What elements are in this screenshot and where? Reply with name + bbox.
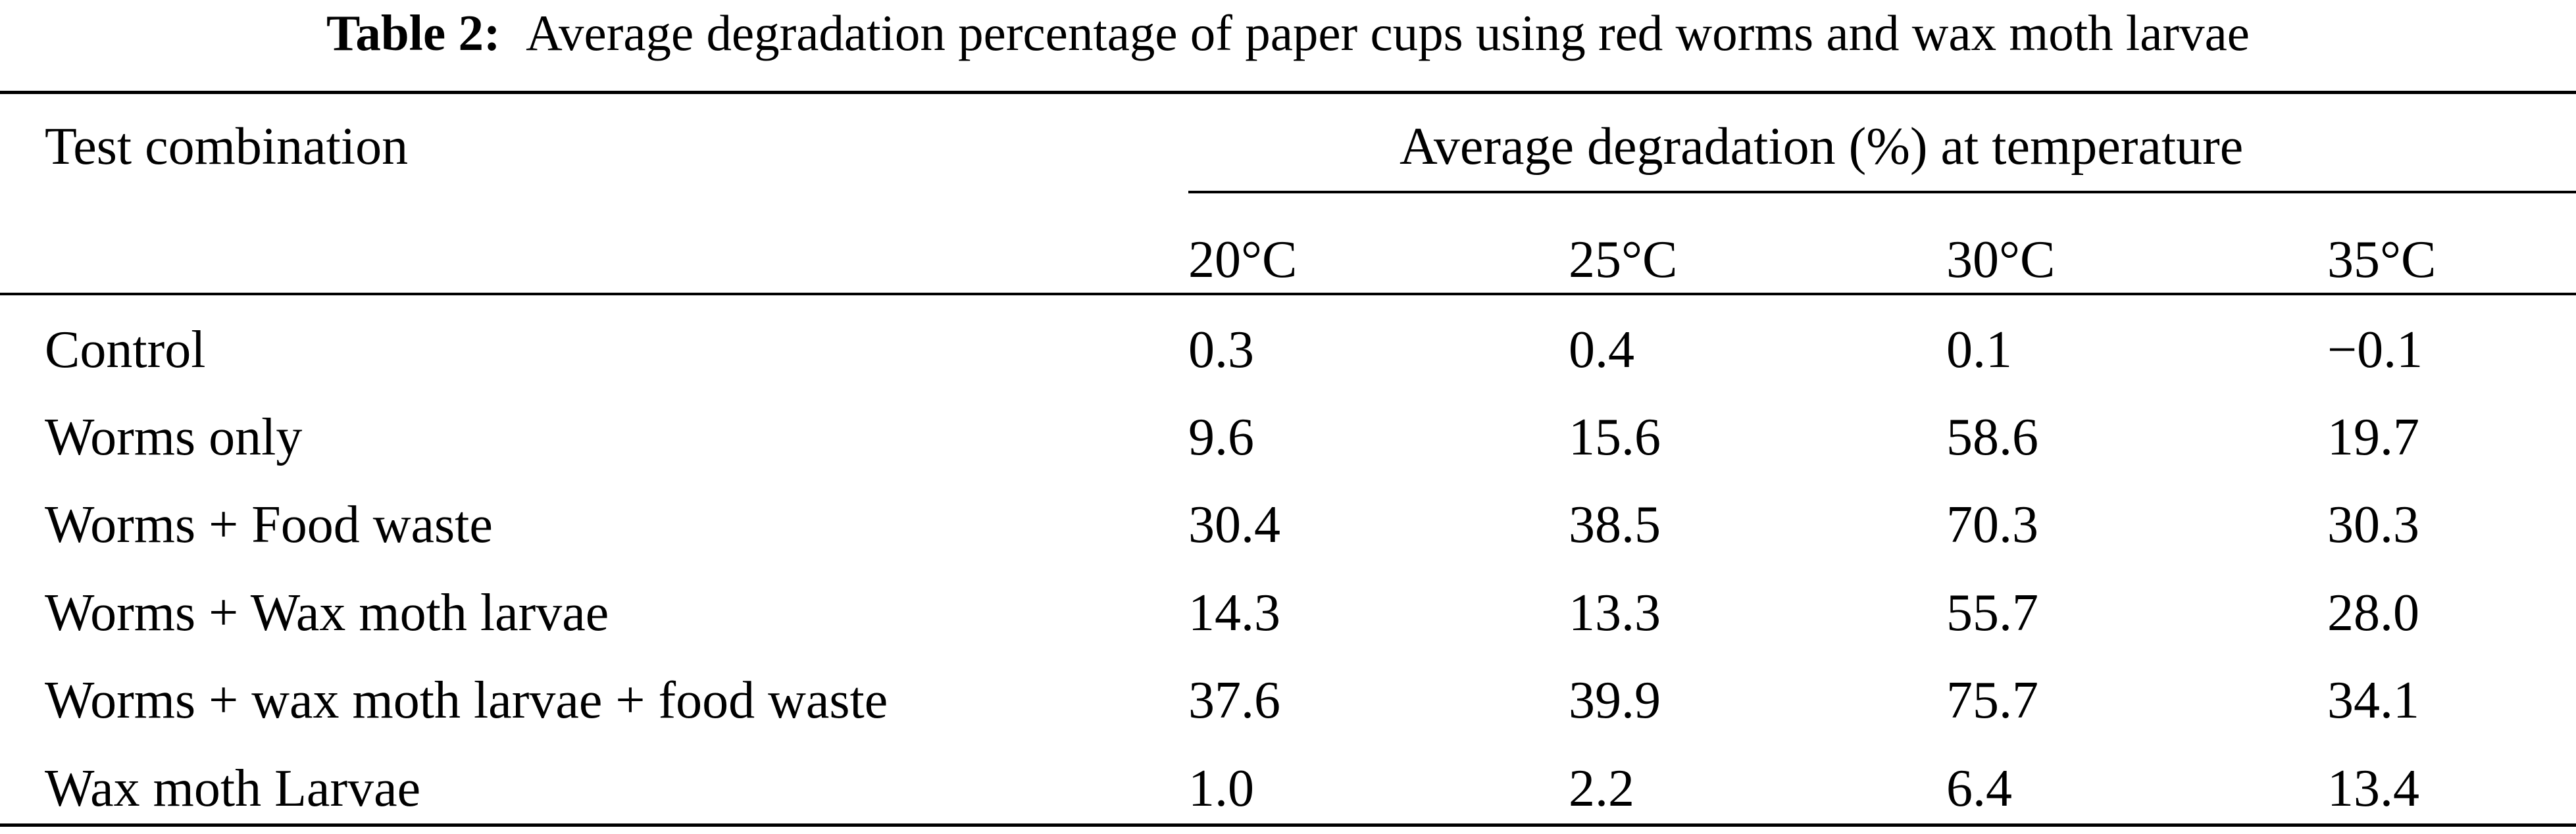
row-label-control: Control xyxy=(45,321,206,379)
table-cell: 13.3 xyxy=(1569,584,1661,642)
table-cell: 1.0 xyxy=(1188,760,1254,818)
table-cell: 0.4 xyxy=(1569,321,1634,379)
table-cell: 37.6 xyxy=(1188,672,1280,729)
table-cell: 30.4 xyxy=(1188,496,1280,554)
table-cell: 9.6 xyxy=(1188,408,1254,466)
table-caption-label: Table 2: xyxy=(326,5,501,61)
table-cell: 19.7 xyxy=(2327,408,2419,466)
header-temp-20: 20°C xyxy=(1188,231,1298,289)
row-label-worms-food-waste: Worms + Food waste xyxy=(45,496,493,554)
table-cell: 6.4 xyxy=(1946,760,2012,818)
row-label-worms-wax-moth: Worms + Wax moth larvae xyxy=(45,584,609,642)
header-temp-25: 25°C xyxy=(1569,231,1678,289)
table-cell: 34.1 xyxy=(2327,672,2419,729)
table-cell: 39.9 xyxy=(1569,672,1661,729)
row-label-wax-moth-larvae: Wax moth Larvae xyxy=(45,760,421,818)
table-caption-text: Average degradation percentage of paper … xyxy=(526,5,2250,61)
table-cell: 58.6 xyxy=(1946,408,2038,466)
spanner-rule xyxy=(1188,191,2576,193)
table-cell: 28.0 xyxy=(2327,584,2419,642)
header-rule xyxy=(0,293,2576,295)
header-test-combination: Test combination xyxy=(45,118,409,176)
header-average-degradation: Average degradation (%) at temperature xyxy=(1400,118,2244,176)
table-cell: 15.6 xyxy=(1569,408,1661,466)
table-cell: 30.3 xyxy=(2327,496,2419,554)
table-cell: 0.3 xyxy=(1188,321,1254,379)
row-label-worms-wax-moth-food-waste: Worms + wax moth larvae + food waste xyxy=(45,672,888,729)
header-temp-30: 30°C xyxy=(1946,231,2056,289)
table-cell: 14.3 xyxy=(1188,584,1280,642)
header-temp-35: 35°C xyxy=(2327,231,2437,289)
table-caption: Table 2: Average degradation percentage … xyxy=(0,0,2576,79)
table-cell: 13.4 xyxy=(2327,760,2419,818)
table-cell: −0.1 xyxy=(2327,321,2423,379)
bottom-rule xyxy=(0,823,2576,827)
table-cell: 70.3 xyxy=(1946,496,2038,554)
table-cell: 2.2 xyxy=(1569,760,1634,818)
row-label-worms-only: Worms only xyxy=(45,408,303,466)
table-cell: 75.7 xyxy=(1946,672,2038,729)
table-cell: 38.5 xyxy=(1569,496,1661,554)
top-rule xyxy=(0,91,2576,94)
table-cell: 0.1 xyxy=(1946,321,2012,379)
table-cell: 55.7 xyxy=(1946,584,2038,642)
